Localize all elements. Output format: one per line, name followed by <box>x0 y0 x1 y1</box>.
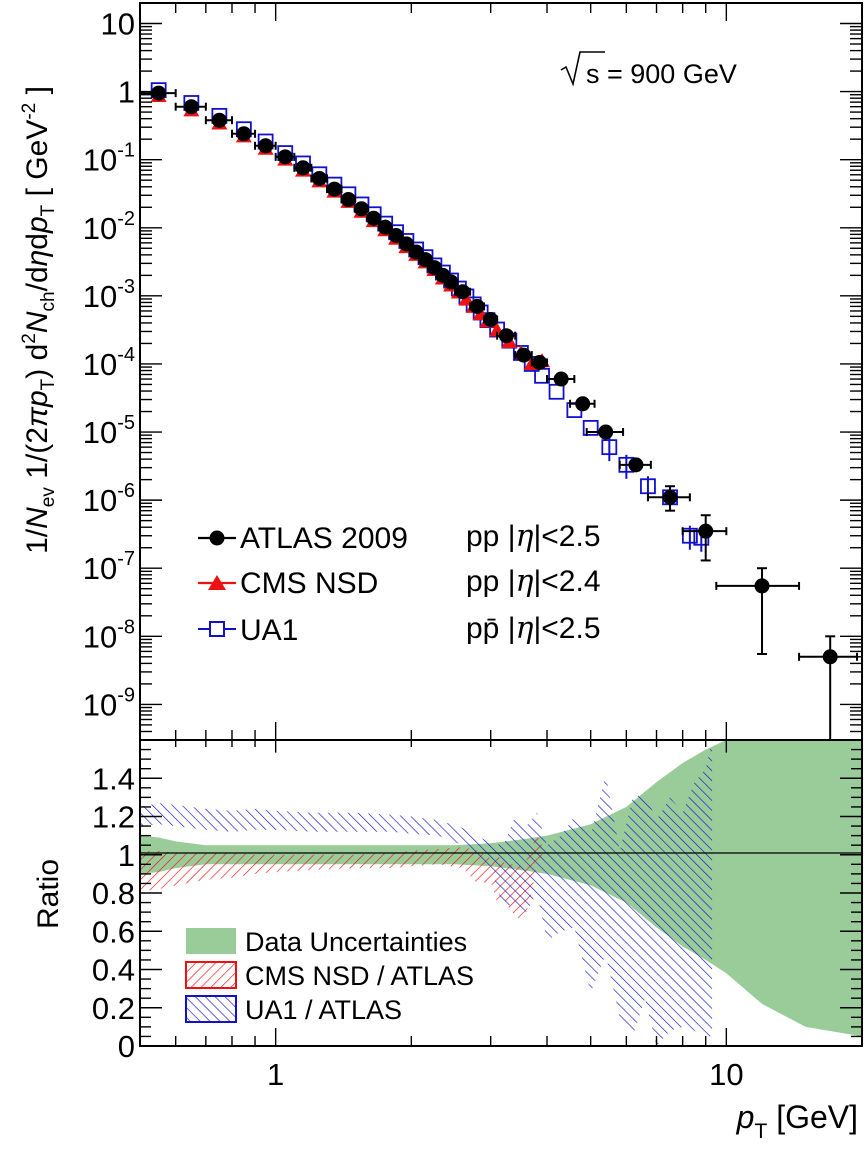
legend-atlas-label: ATLAS 2009 <box>240 522 408 555</box>
ratio-panel: 00.20.40.60.811.21.4 1 10 <box>92 739 863 1092</box>
atlas-point <box>498 328 514 344</box>
spectrum-frame <box>139 2 863 741</box>
ua1-point <box>548 383 565 400</box>
atlas-point <box>469 298 485 314</box>
legend-atlas-note: pp |η|<2.5 <box>466 519 601 554</box>
ratio-y-tick-label: 1.4 <box>92 761 135 796</box>
atlas-point <box>388 227 404 243</box>
atlas-point <box>295 160 311 176</box>
legend-item-ua1-ratio: UA1 / ATLAS <box>185 995 402 1025</box>
legend-item-data-uncertainties: Data Uncertainties <box>186 927 467 957</box>
ua1-ratio-band <box>140 740 713 1046</box>
atlas-point <box>516 347 532 363</box>
ratio-y-tick-label: 0 <box>118 1029 135 1064</box>
sqrt-sign <box>560 51 605 87</box>
ratio-axis-title: Ratio <box>32 859 65 929</box>
ratio-y-tick-label: 0.6 <box>92 914 135 949</box>
ratio-y-tick-label: 0.4 <box>92 953 135 988</box>
legend-ua1-ratio-label: UA1 / ATLAS <box>245 995 402 1025</box>
ratio-y-tick-label: 1 <box>118 838 135 873</box>
y-tick-label: 10-6 <box>83 480 135 518</box>
y-tick-label: 10-5 <box>83 412 135 450</box>
legend-item-ua1: UA1 pp̄ |η|<2.5 <box>198 611 601 647</box>
cms-ratio-band <box>140 835 542 920</box>
atlas-point <box>258 138 274 154</box>
y-tick-label: 1 <box>118 75 135 110</box>
legend-ua1-label: UA1 <box>240 614 298 647</box>
atlas-point <box>532 355 548 371</box>
atlas-point <box>326 181 342 197</box>
spectrum-panel: 10 1 10-1 10-2 10-3 10-4 10-5 10-6 10-7 10-8 10-9 <box>83 2 863 741</box>
atlas-point <box>628 457 644 473</box>
legend-cms-marker <box>208 575 226 590</box>
legend-item-cms-ratio: CMS NSD / ATLAS <box>185 961 474 991</box>
y-tick-label: 10-1 <box>83 140 135 178</box>
y-tick-label: 10 <box>101 6 135 41</box>
legend-cms-ratio-swatch <box>185 961 237 989</box>
atlas-point <box>483 311 499 327</box>
y-tick-label: 10-3 <box>83 276 135 314</box>
legend-ua1-marker <box>209 621 225 637</box>
atlas-point <box>575 396 591 412</box>
atlas-point <box>598 424 614 440</box>
x-tick-label: 1 <box>267 1057 284 1092</box>
spectrum-legend: ATLAS 2009 pp |η|<2.5 CMS NSD pp |η|<2.4… <box>198 519 601 647</box>
legend-data-unc-swatch <box>186 928 236 954</box>
ratio-legend: Data Uncertainties CMS NSD / ATLAS UA1 /… <box>185 927 474 1025</box>
atlas-point <box>353 201 369 217</box>
atlas-point <box>211 112 227 128</box>
atlas-point <box>377 219 393 235</box>
atlas-point <box>455 284 471 300</box>
y-tick-label: 10-7 <box>83 548 135 586</box>
y-tick-label: 10-2 <box>83 208 135 246</box>
legend-atlas-marker <box>209 530 225 546</box>
atlas-point <box>151 85 167 101</box>
x-axis-title: pT [GeV] <box>736 1099 858 1143</box>
ratio-y-tick-label: 1.2 <box>92 800 135 835</box>
energy-annotation-text: s = 900 GeV <box>586 59 737 89</box>
legend-item-cms: CMS NSD pp |η|<2.4 <box>198 564 601 600</box>
atlas-point <box>311 170 327 186</box>
y-axis-title: 1/Nev 1/(2πpT) d2Nch/dηdpT [ GeV-2 ] <box>19 86 59 554</box>
ratio-y-tick-label: 0.8 <box>92 876 135 911</box>
legend-data-unc-label: Data Uncertainties <box>245 927 467 957</box>
y-tick-label: 10-9 <box>83 684 135 722</box>
legend-ua1-note: pp̄ |η|<2.5 <box>466 611 601 646</box>
legend-ua1-ratio-swatch <box>185 995 237 1023</box>
legend-cms-ratio-label: CMS NSD / ATLAS <box>245 961 474 991</box>
atlas-point <box>183 99 199 115</box>
atlas-point <box>553 371 569 387</box>
atlas-point <box>366 210 382 226</box>
atlas-point <box>443 274 459 290</box>
ua1-point <box>582 420 599 436</box>
ratio-y-tick-label: 0.2 <box>92 991 135 1026</box>
atlas-point <box>277 149 293 165</box>
atlas-point <box>236 126 252 142</box>
x-tick-label: 10 <box>709 1057 743 1092</box>
atlas-point <box>340 192 356 208</box>
legend-cms-note: pp |η|<2.4 <box>466 564 601 599</box>
cms-point <box>458 291 475 306</box>
legend-cms-label: CMS NSD <box>240 567 378 600</box>
legend-item-atlas: ATLAS 2009 pp |η|<2.5 <box>198 519 601 555</box>
y-tick-label: 10-8 <box>83 616 135 654</box>
y-tick-label: 10-4 <box>83 344 135 382</box>
energy-annotation: √ s = 900 GeV <box>560 51 737 89</box>
